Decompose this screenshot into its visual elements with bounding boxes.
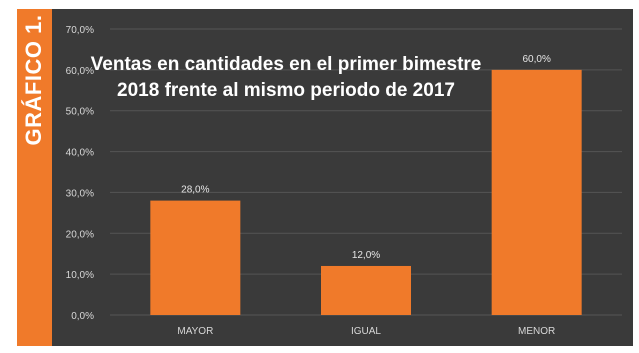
y-tick-label: 0,0% <box>71 311 94 322</box>
y-tick-label: 10,0% <box>66 270 94 281</box>
y-tick-label: 60,0% <box>66 66 94 77</box>
x-tick-label: MENOR <box>518 326 555 337</box>
y-tick-label: 40,0% <box>66 148 94 159</box>
data-label: 28,0% <box>181 185 209 196</box>
bar-chart: 0,0% 10,0% 20,0% 30,0% 40,0% 50,0% 60,0% 70,0% 2… <box>66 25 622 337</box>
chart-title: Ventas en cantidades en el primer bimest… <box>90 54 482 101</box>
x-tick-label: IGUAL <box>351 326 381 337</box>
y-tick-label: 50,0% <box>66 107 94 118</box>
y-tick-label: 20,0% <box>66 229 94 240</box>
bar-igual <box>321 265 411 315</box>
data-label: 60,0% <box>522 54 550 65</box>
figure-number-label: GRÁFICO 1. <box>21 14 46 146</box>
y-tick-label: 30,0% <box>66 188 94 199</box>
side-tab <box>17 9 52 346</box>
x-tick-label: MAYOR <box>177 326 213 337</box>
bar-mayor <box>150 200 241 315</box>
y-tick-label: 70,0% <box>66 25 94 36</box>
data-label: 12,0% <box>352 250 380 261</box>
bar-menor <box>491 69 582 315</box>
